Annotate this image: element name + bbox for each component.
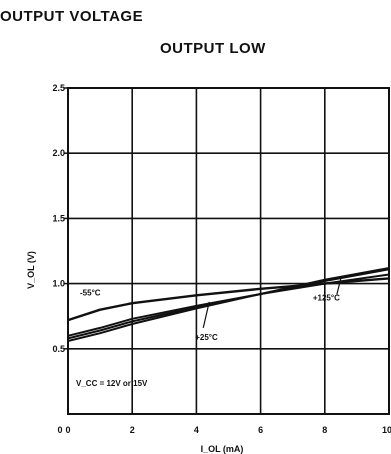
series-label: -55°C — [80, 288, 101, 297]
plot-frame — [67, 87, 390, 415]
series-layer — [67, 267, 390, 342]
tick-labels: 0 2 4 6 8 10 0.5 1.0 1.5 2.0 2.5 0 — [52, 83, 391, 435]
y-tick-label: 1.0 — [52, 279, 65, 289]
origin-label: 0 — [57, 425, 62, 435]
y-tick-label: 2.0 — [52, 148, 65, 158]
chart-subtitle: OUTPUT LOW — [160, 40, 266, 57]
series-line — [67, 267, 390, 342]
grid — [64, 87, 390, 415]
y-tick-label: 2.5 — [52, 83, 65, 93]
series-line — [67, 268, 390, 340]
series-labels: -55°C +25°C +125°C — [80, 278, 342, 342]
y-tick-label: 1.5 — [52, 213, 65, 223]
series-leader-line — [202, 301, 210, 328]
x-tick-label: 6 — [258, 425, 263, 435]
x-tick-label: 10 — [382, 425, 391, 435]
condition-label: V_CC = 12V or 15V — [76, 379, 148, 388]
x-tick-label: 4 — [194, 425, 199, 435]
x-axis-label: I_OL (mA) — [201, 444, 244, 454]
series-line — [67, 273, 390, 337]
series-leader-line — [336, 278, 342, 295]
x-tick-label: 8 — [322, 425, 327, 435]
y-axis-label: V_OL (V) — [26, 251, 36, 289]
x-tick-label: 2 — [130, 425, 135, 435]
series-label: +125°C — [313, 293, 340, 302]
series-label: +25°C — [195, 333, 218, 342]
chart-title: OUTPUT VOLTAGE — [0, 8, 144, 25]
y-tick-label: 0.5 — [52, 344, 65, 354]
x-tick-label: 0 — [65, 425, 70, 435]
